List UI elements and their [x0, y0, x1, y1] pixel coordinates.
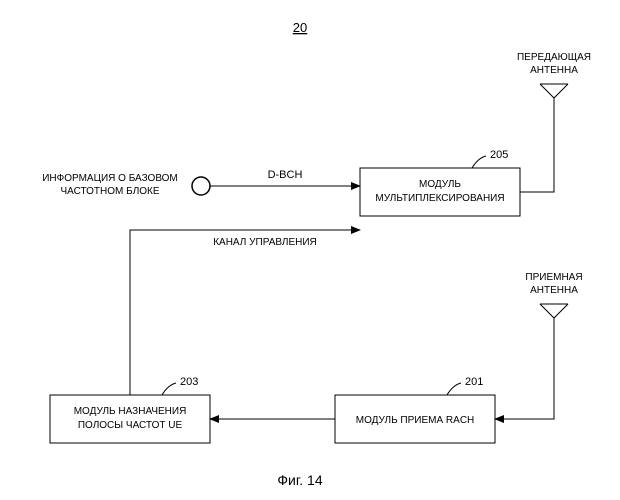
freq-info-label1: ИНФОРМАЦИЯ О БАЗОВОМ — [42, 173, 178, 184]
figure-id: 20 — [293, 20, 307, 35]
diagram-canvas: 20 ПЕРЕДАЮЩАЯ АНТЕННА ПРИЕМНАЯ АНТЕННА И… — [0, 0, 620, 500]
mux-label2: МУЛЬТИПЛЕКСИРОВАНИЯ — [375, 193, 504, 204]
tx-antenna-label2: АНТЕННА — [530, 65, 578, 76]
mux-label1: МОДУЛЬ — [419, 179, 461, 190]
rx-antenna-label2: АНТЕННА — [530, 285, 578, 296]
edge-dbch-label: D-BCH — [268, 169, 303, 181]
freq-info-node: ИНФОРМАЦИЯ О БАЗОВОМ ЧАСТОТНОМ БЛОКЕ — [42, 173, 210, 197]
mux-module: МОДУЛЬ МУЛЬТИПЛЕКСИРОВАНИЯ 205 — [360, 149, 520, 216]
freq-info-label2: ЧАСТОТНОМ БЛОКЕ — [60, 186, 159, 197]
mux-ref: 205 — [490, 149, 508, 161]
band-assign-ref: 203 — [180, 376, 198, 388]
edge-mux-tx — [520, 122, 554, 192]
tx-antenna-label1: ПЕРЕДАЮЩАЯ — [517, 52, 591, 63]
edge-rx-rach — [495, 342, 554, 419]
band-assign-label1: МОДУЛЬ НАЗНАЧЕНИЯ — [74, 406, 187, 417]
tx-antenna: ПЕРЕДАЮЩАЯ АНТЕННА — [517, 52, 591, 122]
figure-caption: Фиг. 14 — [277, 472, 322, 488]
rach-rx-ref: 201 — [465, 376, 483, 388]
edge-ctrl-label: КАНАЛ УПРАВЛЕНИЯ — [213, 237, 317, 248]
freq-info-circle — [192, 177, 210, 195]
edge-ctrl — [130, 230, 360, 395]
rx-antenna: ПРИЕМНАЯ АНТЕННА — [525, 272, 582, 342]
rx-antenna-label1: ПРИЕМНАЯ — [525, 272, 582, 283]
band-assign-label2: ПОЛОСЫ ЧАСТОТ UE — [78, 420, 183, 431]
rach-rx-module: МОДУЛЬ ПРИЕМА RACH 201 — [335, 376, 495, 443]
rach-rx-label: МОДУЛЬ ПРИЕМА RACH — [356, 415, 475, 426]
